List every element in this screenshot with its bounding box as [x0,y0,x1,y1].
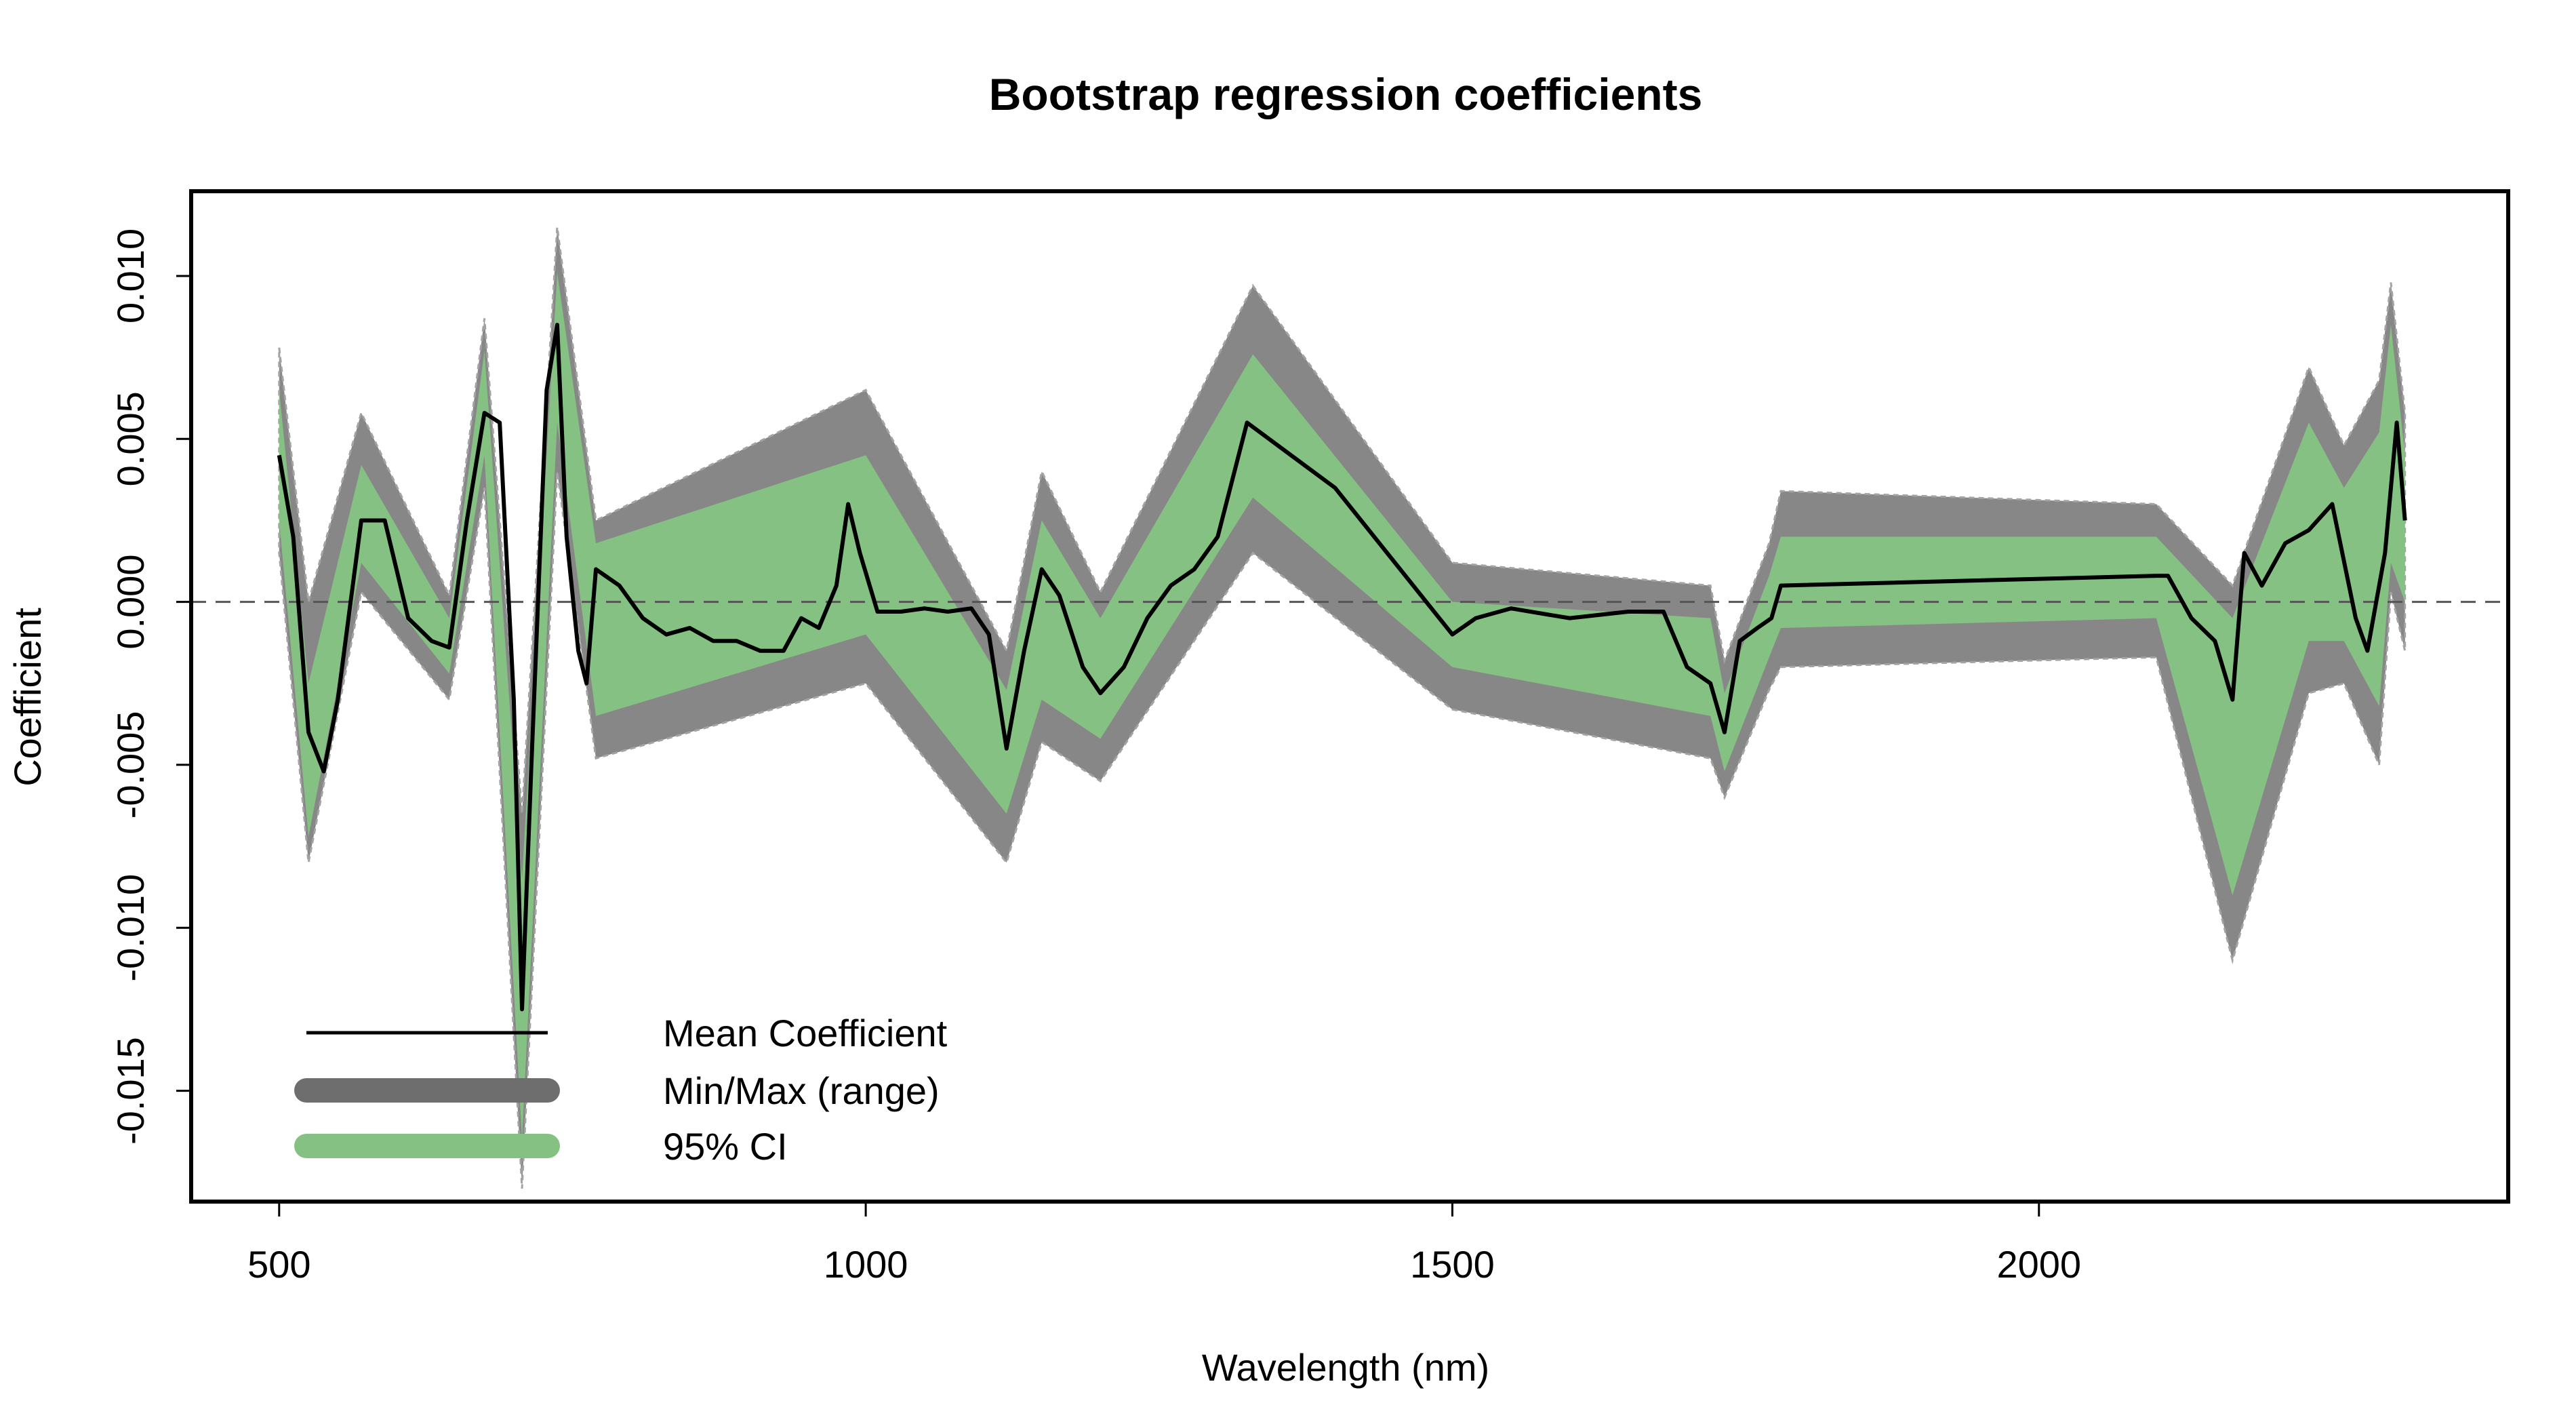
y-tick-label: -0.010 [109,874,152,982]
y-tick-label: -0.005 [109,711,152,819]
bands-layer [278,226,2407,1189]
legend: Mean Coefficient Min/Max (range) 95% CI [294,1012,948,1168]
legend-label-mean: Mean Coefficient [663,1012,948,1054]
chart-title: Bootstrap regression coefficients [989,69,1703,119]
x-tick-label: 1500 [1410,1243,1495,1286]
legend-label-range: Min/Max (range) [663,1069,940,1112]
ci-band [279,273,2405,1140]
x-tick-label: 2000 [1996,1243,2081,1286]
y-tick-label: 0.010 [109,229,152,323]
range-band [278,226,2407,1189]
y-tick-label: 0.000 [109,555,152,650]
mean-line-layer [277,323,2407,1012]
x-axis-title: Wavelength (nm) [1202,1346,1489,1389]
x-axis: 500 1000 1500 2000 [247,1200,2081,1286]
y-tick-label: -0.015 [109,1037,152,1145]
x-tick-label: 1000 [824,1243,908,1286]
y-tick-label: 0.005 [109,391,152,486]
legend-label-ci: 95% CI [663,1125,788,1168]
mean-coefficient-line [277,323,2407,1012]
x-tick-label: 500 [247,1243,310,1286]
y-axis: -0.015 -0.010 -0.005 0.000 0.005 0.010 [109,229,193,1145]
y-axis-title: Coefficient [6,608,49,787]
